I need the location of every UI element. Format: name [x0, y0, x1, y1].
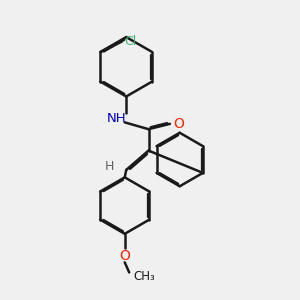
Text: H: H	[105, 160, 115, 173]
Text: CH₃: CH₃	[133, 270, 155, 283]
Text: NH: NH	[107, 112, 127, 125]
Text: O: O	[119, 249, 130, 263]
Text: O: O	[173, 117, 184, 131]
Text: Cl: Cl	[124, 35, 136, 48]
